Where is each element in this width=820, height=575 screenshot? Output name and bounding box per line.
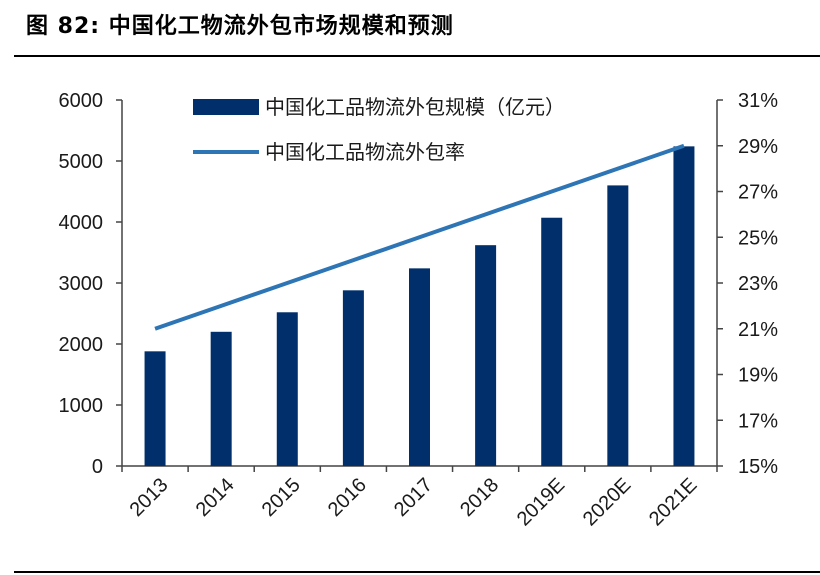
legend-swatch-bar	[193, 99, 259, 115]
right-tick-label: 25%	[738, 227, 778, 249]
bar	[607, 185, 629, 466]
figure-title: 图 82: 中国化工物流外包市场规模和预测	[26, 14, 454, 39]
bar	[475, 245, 497, 466]
bar	[673, 146, 695, 467]
legend-label-bar: 中国化工品物流外包规模（亿元）	[265, 95, 565, 119]
right-tick-label: 27%	[738, 182, 778, 204]
x-tick-label: 2015	[258, 474, 305, 521]
right-tick-label: 17%	[738, 410, 778, 432]
x-tick-label: 2017	[390, 474, 437, 521]
line-series	[154, 143, 685, 331]
top-rule	[14, 55, 820, 57]
left-tick-label: 3000	[59, 273, 104, 295]
right-tick-label: 21%	[738, 319, 778, 341]
right-tick-label: 19%	[738, 365, 778, 387]
bar	[541, 217, 563, 466]
x-tick-label: 2019E	[513, 474, 569, 530]
x-tick-label: 2016	[324, 474, 371, 521]
bar	[342, 290, 364, 466]
left-tick-label: 0	[92, 456, 103, 478]
bars	[144, 146, 695, 467]
right-tick-label: 29%	[738, 136, 778, 158]
right-tick-label: 23%	[738, 273, 778, 295]
x-tick-label: 2021E	[645, 474, 701, 530]
x-tick-label: 2014	[192, 474, 239, 521]
left-tick-label: 5000	[59, 151, 104, 173]
legend: 中国化工品物流外包规模（亿元） 中国化工品物流外包率	[193, 95, 565, 164]
bar	[276, 312, 298, 466]
x-tick-label: 2013	[126, 474, 173, 521]
x-tick-label: 2020E	[579, 474, 635, 530]
bar	[409, 268, 430, 466]
bottom-rule	[14, 571, 820, 573]
bar	[210, 331, 232, 466]
legend-label-line: 中国化工品物流外包率	[265, 140, 465, 164]
left-tick-label: 4000	[59, 212, 104, 234]
x-tick-label: 2018	[456, 474, 503, 521]
right-tick-label: 31%	[738, 90, 778, 112]
bar	[144, 351, 166, 466]
left-tick-label: 1000	[59, 395, 104, 417]
left-tick-label: 2000	[59, 334, 104, 356]
left-tick-label: 6000	[59, 90, 104, 112]
right-tick-label: 15%	[738, 456, 778, 478]
